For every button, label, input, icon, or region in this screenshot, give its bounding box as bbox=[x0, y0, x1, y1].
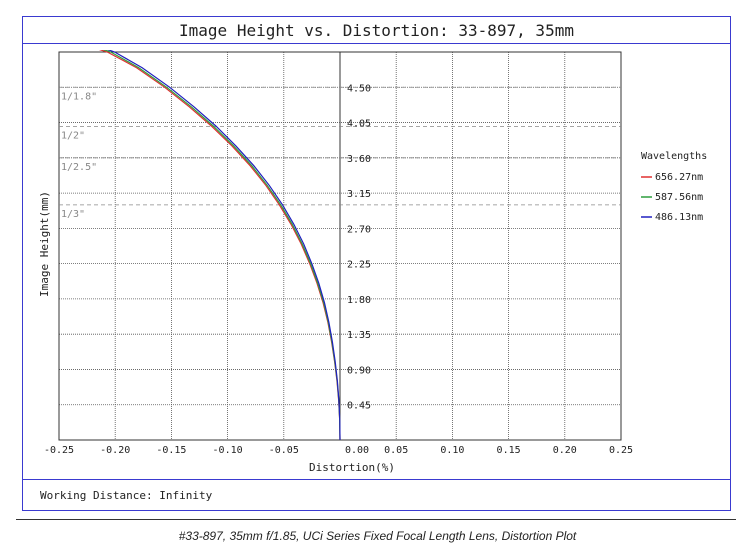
legend-entry-label: 486.13nm bbox=[655, 212, 703, 223]
x-tick-label: -0.05 bbox=[269, 445, 299, 456]
x-tick-label: 0.25 bbox=[609, 445, 633, 456]
y-tick-label: 0.45 bbox=[347, 401, 371, 412]
y-axis-label: Image Height(mm) bbox=[38, 191, 51, 297]
y-tick-label: 1.80 bbox=[347, 295, 371, 306]
series-line-486.13nm bbox=[107, 50, 341, 440]
x-tick-label: -0.15 bbox=[156, 445, 186, 456]
sensor-format-label: 1/3" bbox=[61, 209, 85, 220]
x-tick-label: 0.10 bbox=[440, 445, 464, 456]
y-tick-label: 2.25 bbox=[347, 260, 371, 271]
sensor-format-label: 1/2.5" bbox=[61, 162, 97, 173]
x-tick-label: 0.15 bbox=[497, 445, 521, 456]
separator-line bbox=[16, 519, 736, 520]
x-tick-label: -0.10 bbox=[213, 445, 243, 456]
series-line-587.56nm bbox=[102, 50, 341, 440]
title-band: Image Height vs. Distortion: 33-897, 35m… bbox=[23, 17, 730, 44]
y-tick-label: 3.15 bbox=[347, 189, 371, 200]
y-tick-label: 0.90 bbox=[347, 365, 371, 376]
x-tick-label: 0.00 bbox=[345, 445, 369, 456]
working-distance-label: Working Distance: Infinity bbox=[40, 489, 213, 502]
chart-title: Image Height vs. Distortion: 33-897, 35m… bbox=[179, 21, 574, 40]
y-tick-label: 3.60 bbox=[347, 154, 371, 165]
sensor-format-label: 1/2" bbox=[61, 130, 85, 141]
footer-band: Working Distance: Infinity bbox=[23, 479, 730, 510]
plot-frame: Image Height vs. Distortion: 33-897, 35m… bbox=[22, 16, 731, 511]
sensor-format-label: 1/1.8" bbox=[61, 91, 97, 102]
y-tick-label: 4.50 bbox=[347, 83, 371, 94]
x-tick-label: -0.20 bbox=[100, 445, 130, 456]
distortion-chart: 1/1.8" 1/2" 1/2.5" 1/3" 0.45 0.90 1.35 1.80 2.25… bbox=[38, 50, 707, 474]
legend-title: Wavelengths bbox=[641, 151, 707, 162]
y-tick-label: 1.35 bbox=[347, 330, 371, 341]
y-tick-label: 4.05 bbox=[347, 119, 371, 130]
x-axis-label: Distortion(%) bbox=[309, 461, 395, 474]
x-tick-label: 0.20 bbox=[553, 445, 577, 456]
x-tick-label: -0.25 bbox=[44, 445, 74, 456]
x-tick-label: 0.05 bbox=[384, 445, 408, 456]
y-tick-label: 2.70 bbox=[347, 224, 371, 235]
legend-entry-label: 656.27nm bbox=[655, 172, 703, 183]
figure-caption: #33-897, 35mm f/1.85, UCi Series Fixed F… bbox=[178, 529, 577, 543]
legend-entry-label: 587.56nm bbox=[655, 192, 703, 203]
